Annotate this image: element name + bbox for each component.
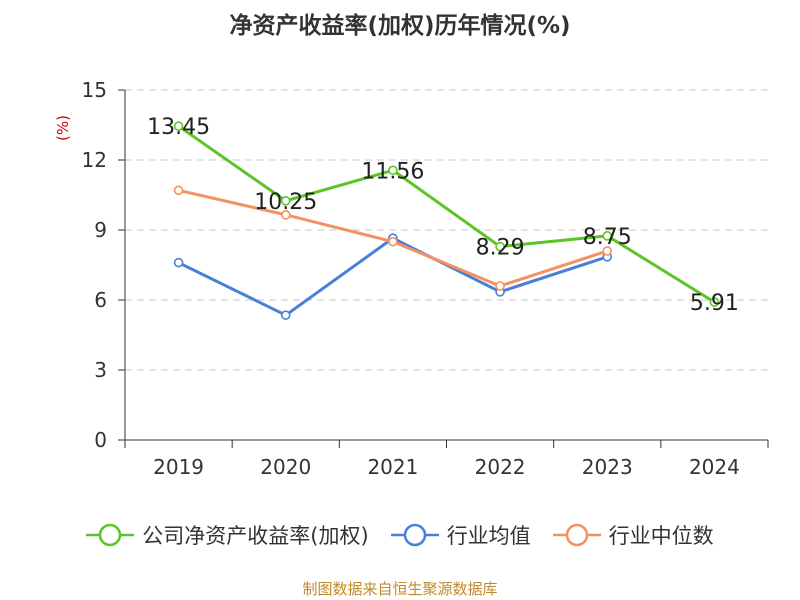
data-point [495, 281, 505, 291]
data-point [388, 236, 398, 247]
data-label: 8.29 [476, 236, 525, 261]
data-point [602, 246, 613, 256]
legend-item[interactable]: 行业中位数 [552, 520, 714, 550]
x-tick-label: 2019 [153, 455, 204, 479]
data-label: 10.25 [254, 190, 317, 215]
data-point [280, 196, 291, 206]
legend: 公司净资产收益率(加权) 行业均值 行业中位数 [0, 520, 800, 550]
data-point [602, 231, 613, 241]
legend-label: 行业均值 [446, 524, 531, 548]
legend-line-marker-icon [86, 523, 135, 547]
data-point [388, 165, 398, 176]
data-point [280, 310, 291, 320]
x-tick-label: 2022 [475, 455, 526, 479]
data-point [280, 210, 291, 220]
series-lines [173, 121, 720, 320]
legend-line-marker-icon [552, 523, 601, 547]
gridlines [125, 89, 768, 371]
data-point [709, 297, 720, 307]
axes: 0 3 6 9 12 15 (%) 2019 2020 2021 2022 2023 2024 [54, 78, 769, 479]
x-tick-label: 2024 [689, 455, 740, 479]
y-axis-unit-label: (%) [54, 115, 72, 141]
x-tick-label: 2023 [582, 455, 633, 479]
y-tick-label: 15 [82, 78, 107, 102]
x-tick-label: 2021 [367, 455, 418, 479]
data-point [495, 241, 505, 252]
y-tick-label: 3 [94, 358, 107, 382]
chart-title: 净资产收益率(加权)历年情况(%) [229, 13, 571, 39]
data-point [173, 185, 184, 196]
y-tick-label: 0 [94, 428, 107, 452]
source-note: 制图数据来自恒生聚源数据库 [302, 580, 498, 598]
series-line-1 [177, 236, 608, 317]
data-label: 11.56 [361, 159, 424, 184]
y-tick-label: 12 [82, 148, 107, 172]
legend-item[interactable]: 公司净资产收益率(加权) [86, 520, 369, 550]
legend-item[interactable]: 行业均值 [390, 520, 531, 550]
data-label: 8.75 [583, 225, 632, 250]
y-tick-label: 6 [94, 288, 107, 312]
data-label: 5.91 [690, 291, 739, 316]
legend-label: 行业中位数 [608, 524, 714, 548]
legend-line-marker-icon [390, 523, 439, 547]
x-tick-label: 2020 [260, 455, 311, 479]
series-line-0 [177, 124, 716, 304]
data-label: 13.45 [147, 115, 210, 140]
y-tick-label: 9 [94, 218, 107, 242]
data-point [173, 257, 184, 268]
legend-label: 公司净资产收益率(加权) [142, 524, 369, 548]
data-point [173, 121, 184, 131]
data-labels: 13.45 10.25 11.56 8.29 8.75 5.91 [147, 115, 739, 316]
